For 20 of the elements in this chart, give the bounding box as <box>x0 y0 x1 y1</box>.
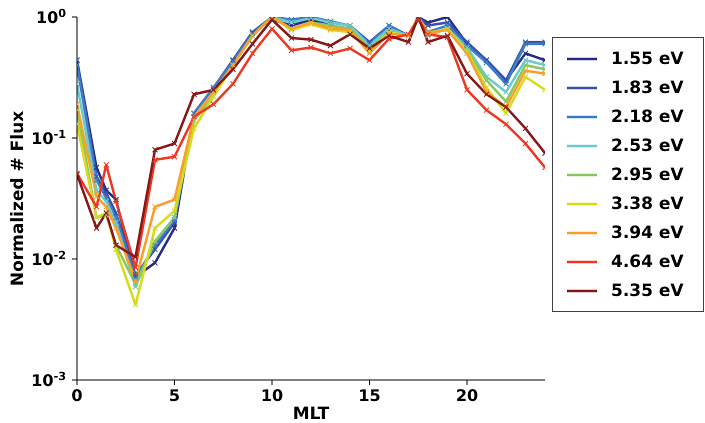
x-tick-label: 10 <box>260 386 284 405</box>
y-tick-label: 10$^{-1}$ <box>31 128 66 148</box>
x-tick-label: 5 <box>168 386 180 405</box>
x-tick-label: 20 <box>456 386 478 405</box>
legend-label: 1.55 eV <box>611 48 684 68</box>
legend-label: 2.18 eV <box>611 106 684 126</box>
legend-label: 2.95 eV <box>611 164 684 184</box>
x-tick-label: 0 <box>71 386 83 405</box>
y-tick-label: 10$^{-2}$ <box>31 248 66 269</box>
y-tick-label: 10$^{-3}$ <box>31 370 66 390</box>
legend-label: 5.35 eV <box>611 280 684 300</box>
legend-label: 3.38 eV <box>611 194 684 214</box>
y-axis-title: Normalized # Flux <box>8 110 28 286</box>
legend-label: 3.94 eV <box>611 222 684 242</box>
legend-label: 1.83 eV <box>611 78 684 98</box>
legend-label: 2.53 eV <box>611 136 684 156</box>
x-axis-title: MLT <box>292 404 330 423</box>
y-tick-label: 10$^{0}$ <box>36 6 66 27</box>
x-tick-label: 15 <box>358 386 381 405</box>
legend-label: 4.64 eV <box>611 252 684 272</box>
